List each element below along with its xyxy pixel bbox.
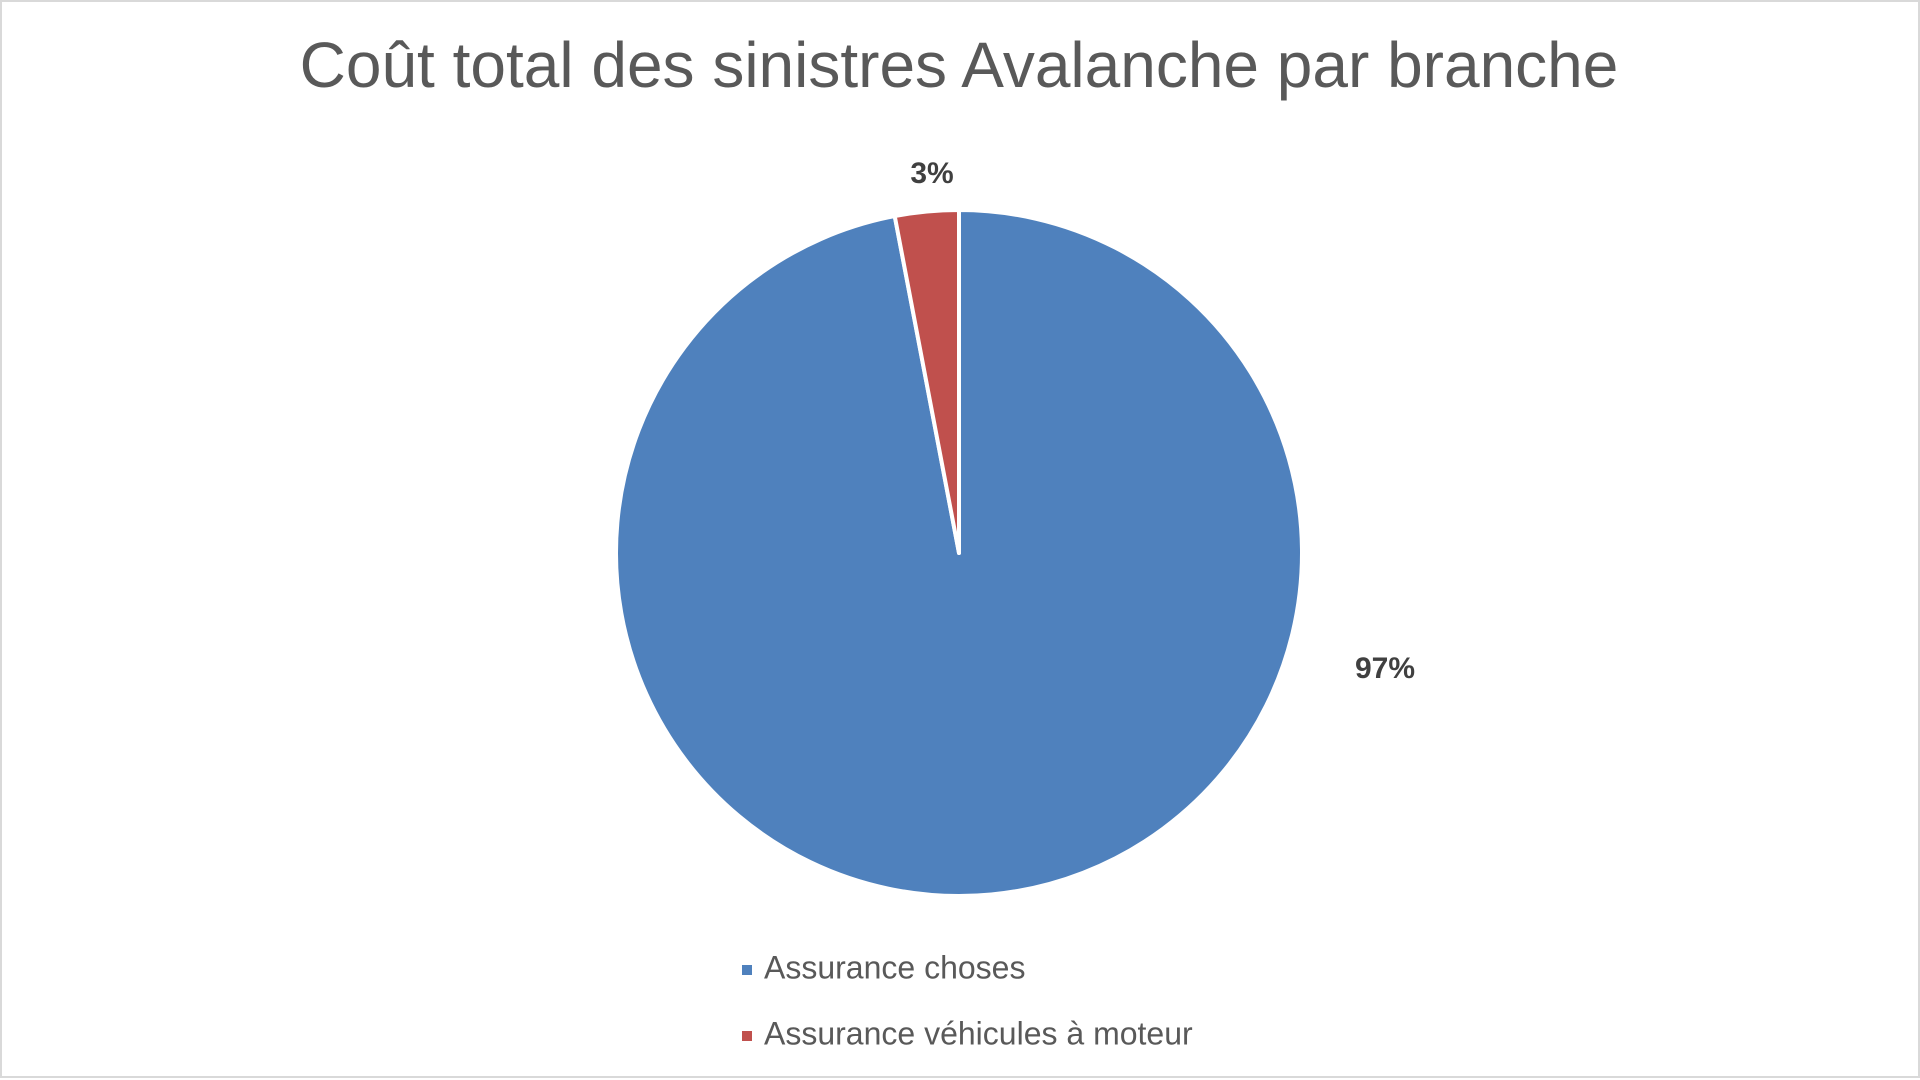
data-label: 97% (1355, 652, 1415, 685)
pie-slice (892, 208, 961, 555)
chart-title: Coût total des sinistres Avalanche par b… (300, 29, 1619, 101)
legend-label: Assurance véhicules à moteur (764, 1015, 1193, 1051)
legend-marker (742, 1031, 752, 1041)
data-label: 3% (910, 157, 953, 190)
legend-label: Assurance choses (764, 949, 1025, 985)
legend-marker (742, 965, 752, 975)
